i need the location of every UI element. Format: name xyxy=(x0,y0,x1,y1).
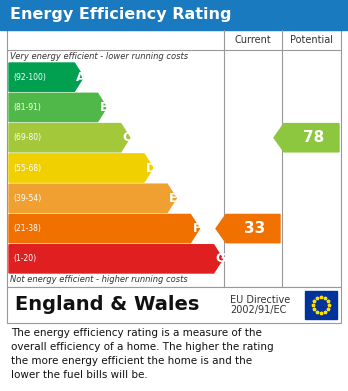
Polygon shape xyxy=(216,214,280,243)
Text: England & Wales: England & Wales xyxy=(15,296,199,314)
Polygon shape xyxy=(9,154,153,182)
Text: (92-100): (92-100) xyxy=(13,73,46,82)
Text: 78: 78 xyxy=(303,130,324,145)
Polygon shape xyxy=(9,184,176,212)
Text: D: D xyxy=(146,161,156,174)
Text: EU Directive: EU Directive xyxy=(230,295,290,305)
Text: (55-68): (55-68) xyxy=(13,163,41,172)
Text: 2002/91/EC: 2002/91/EC xyxy=(230,305,286,315)
Text: overall efficiency of a home. The higher the rating: overall efficiency of a home. The higher… xyxy=(11,342,274,352)
Polygon shape xyxy=(9,63,84,91)
Text: F: F xyxy=(192,222,201,235)
Polygon shape xyxy=(9,93,106,122)
Text: Current: Current xyxy=(235,35,271,45)
Bar xyxy=(0,0,348,30)
Text: the more energy efficient the home is and the: the more energy efficient the home is an… xyxy=(11,356,252,366)
Text: Potential: Potential xyxy=(290,35,333,45)
Text: B: B xyxy=(100,101,109,114)
Text: The energy efficiency rating is a measure of the: The energy efficiency rating is a measur… xyxy=(11,328,262,338)
Text: A: A xyxy=(77,71,86,84)
Bar xyxy=(305,291,337,319)
Polygon shape xyxy=(9,124,130,152)
Text: (21-38): (21-38) xyxy=(13,224,41,233)
Text: C: C xyxy=(123,131,132,144)
Polygon shape xyxy=(9,245,223,273)
Text: (69-80): (69-80) xyxy=(13,133,41,142)
Text: E: E xyxy=(169,192,178,205)
Polygon shape xyxy=(274,124,339,152)
Text: (81-91): (81-91) xyxy=(13,103,41,112)
Bar xyxy=(7,287,341,323)
Text: Very energy efficient - lower running costs: Very energy efficient - lower running co… xyxy=(10,52,188,61)
Polygon shape xyxy=(9,214,199,243)
Text: Energy Efficiency Rating: Energy Efficiency Rating xyxy=(10,7,231,23)
Bar xyxy=(7,30,341,287)
Text: (1-20): (1-20) xyxy=(13,255,36,264)
Text: Not energy efficient - higher running costs: Not energy efficient - higher running co… xyxy=(10,275,188,284)
Text: (39-54): (39-54) xyxy=(13,194,41,203)
Text: 33: 33 xyxy=(244,221,266,236)
Text: G: G xyxy=(216,252,226,265)
Text: lower the fuel bills will be.: lower the fuel bills will be. xyxy=(11,370,148,380)
